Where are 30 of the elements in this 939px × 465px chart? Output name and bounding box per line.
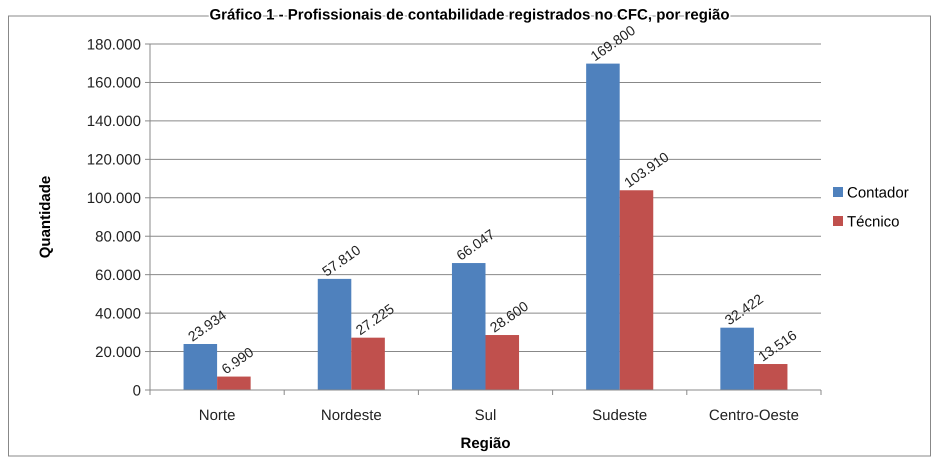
y-tick-label: 80.000 [95, 228, 141, 246]
x-axis-title: Região [460, 435, 511, 452]
y-tick-label: 0 [132, 382, 141, 400]
y-tick-label: 100.000 [86, 190, 141, 208]
x-tick-label: Norte [198, 407, 236, 424]
bar [754, 364, 788, 390]
y-tick-label: 40.000 [95, 305, 141, 322]
y-tick-label: 20.000 [95, 344, 141, 361]
x-tick-label: Centro-Oeste [708, 407, 799, 424]
y-axis-title: Quantidade [37, 176, 54, 258]
legend-label: Contador [847, 184, 909, 202]
y-tick-label: 180.000 [86, 36, 141, 54]
x-tick-label: Nordeste [320, 407, 382, 424]
y-tick-label: 60.000 [95, 266, 141, 284]
bar [720, 328, 754, 390]
chart-title: Gráfico 1 - Profissionais de contabilidade registrados no CFC, por região [209, 6, 730, 24]
bar [452, 263, 486, 390]
bar [184, 344, 218, 390]
bar [217, 376, 251, 390]
bar [620, 190, 654, 390]
bar [351, 338, 385, 390]
bar [318, 278, 352, 390]
y-tick-label: 160.000 [86, 74, 141, 92]
y-tick-label: 140.000 [86, 113, 141, 130]
x-tick-label: Sudeste [592, 407, 648, 424]
bar [586, 64, 620, 390]
y-tick-label: 120.000 [86, 152, 141, 169]
bar [486, 335, 520, 390]
x-tick-label: Sul [474, 407, 496, 424]
legend-label: Técnico [847, 213, 900, 230]
